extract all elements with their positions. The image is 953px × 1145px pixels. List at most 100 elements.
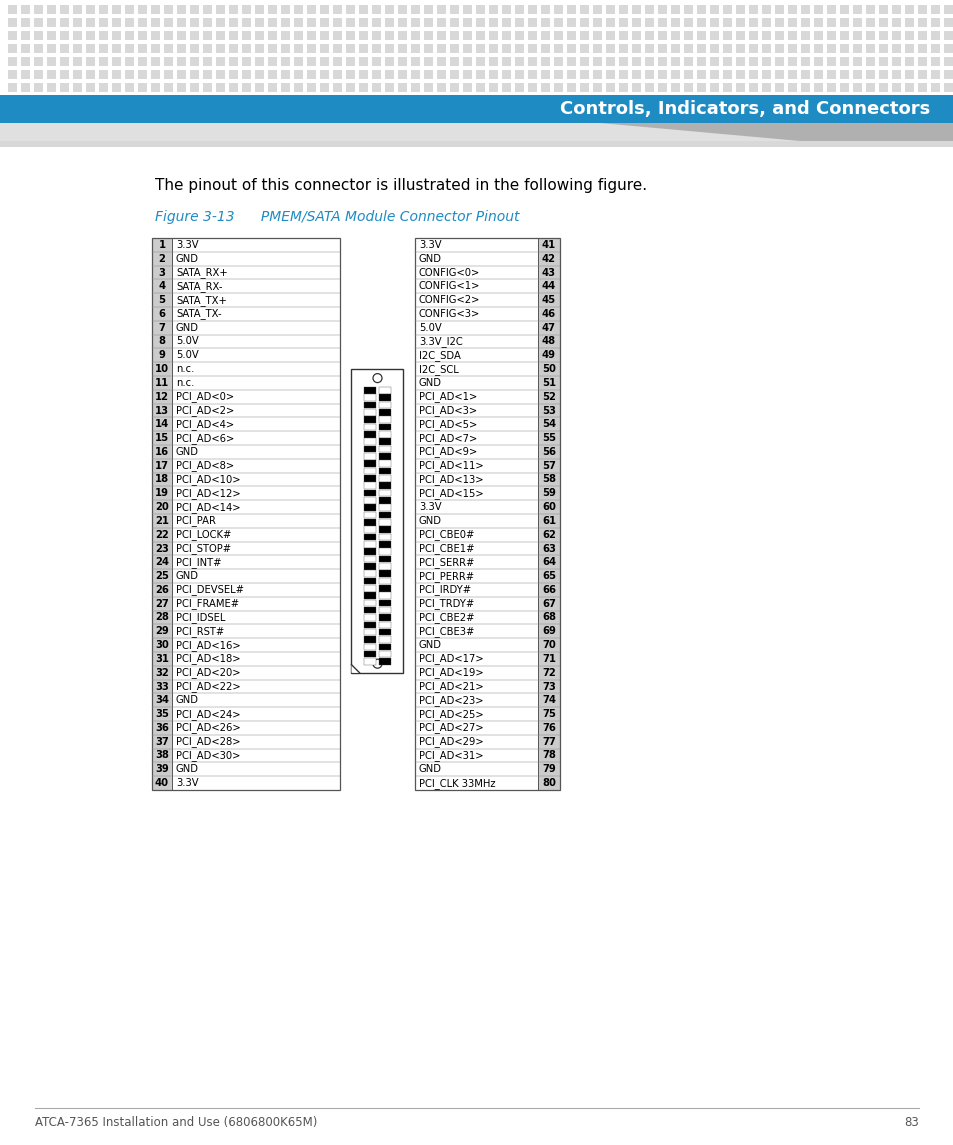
Bar — [722, 18, 731, 27]
Text: PCI_AD<26>: PCI_AD<26> — [175, 722, 240, 733]
Bar — [164, 82, 172, 92]
Bar — [351, 369, 403, 673]
Bar — [177, 44, 186, 53]
Text: 4: 4 — [158, 282, 166, 291]
Bar — [423, 96, 433, 105]
Bar — [268, 5, 276, 14]
Bar — [579, 44, 588, 53]
Bar — [722, 82, 731, 92]
Bar — [177, 18, 186, 27]
Bar — [268, 96, 276, 105]
Bar — [99, 82, 108, 92]
Bar — [358, 82, 368, 92]
Text: PCI_CBE3#: PCI_CBE3# — [418, 626, 474, 637]
Bar — [190, 57, 199, 66]
Bar — [411, 70, 419, 79]
Bar — [364, 548, 375, 555]
Bar — [60, 5, 69, 14]
Bar — [943, 31, 952, 40]
Bar — [242, 57, 251, 66]
Bar — [125, 70, 133, 79]
Bar — [697, 18, 705, 27]
Bar — [618, 82, 627, 92]
Bar — [21, 44, 30, 53]
Bar — [697, 44, 705, 53]
Bar — [378, 615, 391, 621]
Bar — [411, 82, 419, 92]
Bar — [631, 57, 640, 66]
Bar — [761, 31, 770, 40]
Bar — [579, 5, 588, 14]
Text: SATA_RX-: SATA_RX- — [175, 281, 222, 292]
Bar — [190, 70, 199, 79]
Bar — [164, 31, 172, 40]
Bar — [618, 70, 627, 79]
Bar — [21, 57, 30, 66]
Bar — [748, 96, 758, 105]
Bar — [378, 402, 391, 409]
Text: 10: 10 — [154, 364, 169, 374]
Text: 15: 15 — [154, 433, 169, 443]
Bar — [125, 44, 133, 53]
Bar — [709, 70, 719, 79]
Bar — [865, 44, 874, 53]
Bar — [540, 44, 550, 53]
Text: PCI_AD<19>: PCI_AD<19> — [418, 668, 483, 678]
Bar — [294, 5, 303, 14]
Bar — [540, 96, 550, 105]
Bar — [190, 96, 199, 105]
Bar — [631, 96, 640, 105]
Bar — [826, 70, 835, 79]
Text: GND: GND — [175, 765, 199, 774]
Bar — [319, 44, 329, 53]
Text: 64: 64 — [541, 558, 556, 567]
Bar — [281, 44, 290, 53]
Bar — [281, 5, 290, 14]
Text: 42: 42 — [541, 254, 556, 263]
Text: 76: 76 — [541, 722, 556, 733]
Text: GND: GND — [418, 254, 441, 263]
Bar — [229, 96, 237, 105]
Bar — [346, 5, 355, 14]
Bar — [579, 57, 588, 66]
Bar — [891, 70, 900, 79]
Bar — [346, 96, 355, 105]
Bar — [631, 44, 640, 53]
Bar — [904, 82, 913, 92]
Text: PCI_AD<3>: PCI_AD<3> — [418, 405, 476, 416]
Bar — [294, 31, 303, 40]
Text: 75: 75 — [541, 709, 556, 719]
Bar — [385, 18, 394, 27]
Bar — [215, 44, 225, 53]
Text: 3.3V: 3.3V — [418, 240, 441, 250]
Bar — [364, 652, 375, 657]
Bar — [378, 658, 391, 665]
Bar — [281, 57, 290, 66]
Text: 27: 27 — [155, 599, 169, 609]
Bar — [378, 417, 391, 423]
Bar — [333, 57, 341, 66]
Bar — [138, 31, 147, 40]
Bar — [294, 18, 303, 27]
Bar — [683, 57, 692, 66]
Bar — [164, 57, 172, 66]
Bar — [358, 70, 368, 79]
Bar — [294, 96, 303, 105]
Bar — [358, 96, 368, 105]
Bar — [268, 57, 276, 66]
Bar — [73, 31, 82, 40]
Bar — [735, 57, 744, 66]
Bar — [112, 18, 121, 27]
Bar — [722, 31, 731, 40]
Text: 9: 9 — [158, 350, 165, 361]
Bar — [242, 70, 251, 79]
Bar — [735, 82, 744, 92]
Bar — [436, 31, 446, 40]
Bar — [346, 57, 355, 66]
Bar — [21, 5, 30, 14]
Bar — [307, 5, 315, 14]
Text: 80: 80 — [541, 779, 556, 788]
Bar — [593, 18, 601, 27]
Text: 38: 38 — [155, 750, 169, 760]
Bar — [917, 96, 926, 105]
